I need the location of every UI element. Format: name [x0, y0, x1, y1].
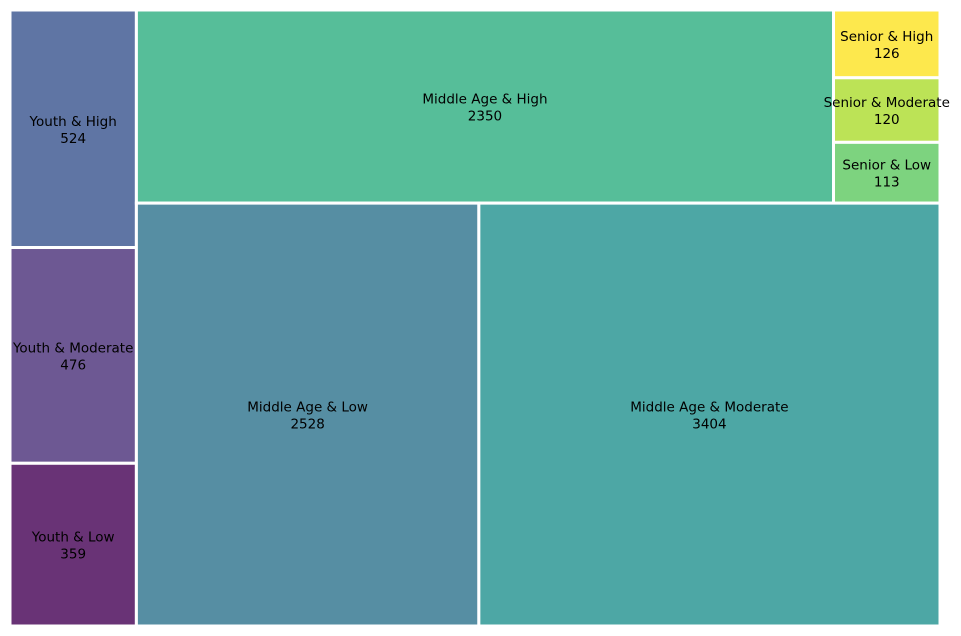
tile-youth-and-low: [8, 461, 138, 628]
tile-value-senior-and-moderate: 120: [874, 112, 900, 128]
tile-value-senior-and-low: 113: [874, 175, 900, 191]
tile-name-youth-and-low: Youth & Low: [31, 530, 115, 546]
tile-label-youth-and-moderate: Youth & Moderate 476: [12, 340, 133, 373]
tile-senior-and-moderate: [832, 76, 942, 144]
tile-label-youth-and-low: Youth & Low 359: [31, 530, 115, 563]
tile-value-senior-and-high: 126: [874, 46, 900, 62]
tile-middle-age-and-low: [134, 201, 481, 628]
tile-label-middle-age-and-high: Middle Age & High 2350: [422, 92, 547, 125]
tile-value-youth-and-moderate: 476: [60, 357, 86, 373]
tile-name-youth-and-moderate: Youth & Moderate: [12, 340, 133, 356]
tile-name-youth-and-high: Youth & High: [29, 114, 117, 130]
tile-value-youth-and-high: 524: [60, 131, 86, 147]
tile-name-senior-and-high: Senior & High: [840, 29, 933, 45]
tile-label-middle-age-and-moderate: Middle Age & Moderate 3404: [630, 400, 788, 433]
tile-value-middle-age-and-low: 2528: [290, 417, 324, 433]
tile-value-youth-and-low: 359: [60, 547, 86, 563]
treemap-tiles: [8, 8, 942, 628]
tile-label-youth-and-high: Youth & High 524: [29, 114, 117, 147]
tile-label-senior-and-low: Senior & Low 113: [842, 158, 931, 191]
tile-middle-age-and-moderate: [477, 201, 942, 628]
tile-youth-and-high: [8, 8, 138, 250]
tile-middle-age-and-high: [134, 8, 836, 205]
tile-name-middle-age-and-low: Middle Age & Low: [247, 400, 368, 416]
tile-youth-and-moderate: [8, 246, 138, 465]
tile-name-middle-age-and-moderate: Middle Age & Moderate: [630, 400, 788, 416]
tile-name-senior-and-moderate: Senior & Moderate: [824, 95, 950, 111]
tile-name-middle-age-and-high: Middle Age & High: [422, 92, 547, 108]
tile-label-senior-and-moderate: Senior & Moderate 120: [824, 95, 950, 128]
tile-name-senior-and-low: Senior & Low: [842, 158, 931, 174]
tile-label-middle-age-and-low: Middle Age & Low 2528: [247, 400, 368, 433]
tile-value-middle-age-and-high: 2350: [468, 109, 502, 125]
tile-value-middle-age-and-moderate: 3404: [692, 417, 726, 433]
tile-label-senior-and-high: Senior & High 126: [840, 29, 933, 62]
